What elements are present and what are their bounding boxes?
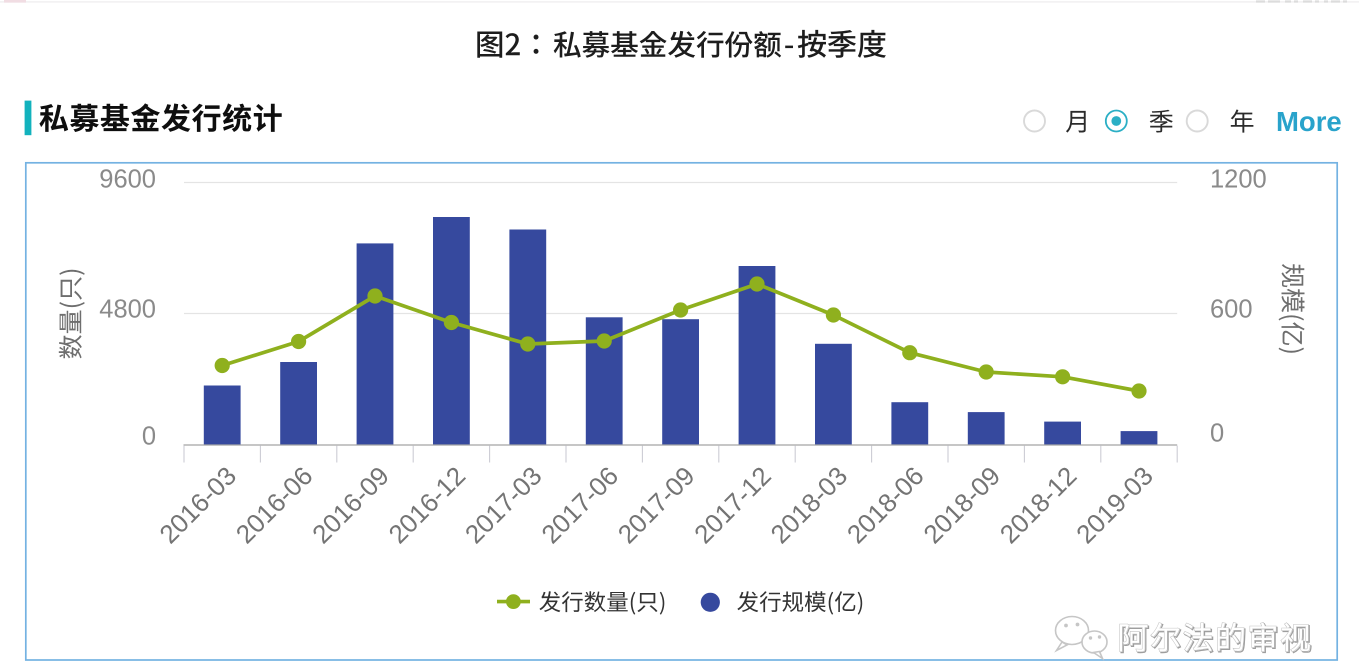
svg-text:600: 600 <box>1210 296 1253 324</box>
svg-text:0: 0 <box>142 423 156 451</box>
svg-text:0: 0 <box>1210 420 1224 448</box>
svg-text:More: More <box>1276 106 1342 137</box>
svg-text:4800: 4800 <box>99 296 156 324</box>
svg-text:1200: 1200 <box>1210 166 1267 194</box>
svg-text:9600: 9600 <box>99 166 156 194</box>
